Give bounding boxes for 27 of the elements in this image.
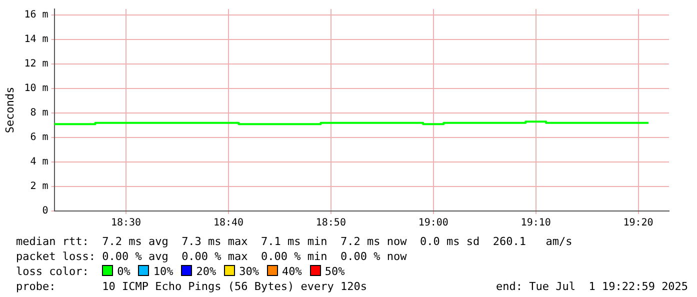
y-axis-title: Seconds [3, 86, 16, 134]
y-tick-label: 2 m [30, 181, 48, 192]
legend-label: 20% [196, 265, 216, 278]
legend-label: 0% [117, 265, 130, 278]
text: packet loss: 0.00 % avg 0.00 % max 0.00 % min 0.00 % now [16, 249, 408, 264]
x-tick-label: 19:20 [623, 218, 654, 229]
y-tick-label: 0 [42, 206, 48, 217]
legend-label: 10% [153, 265, 174, 278]
x-tick-label: 18:50 [316, 218, 346, 229]
legend-label: 50% [324, 265, 345, 278]
y-tick-label: 8 m [30, 108, 48, 119]
x-tick-label: 18:30 [110, 218, 142, 229]
legend-label: 30% [239, 265, 259, 278]
x-tick-label: 19:10 [520, 218, 551, 229]
y-tick-label: 6 m [30, 132, 48, 144]
legend-label: 40% [282, 265, 302, 278]
x-tick-label: 19:00 [418, 218, 448, 229]
text: end: Tue Jul 1 19:22:59 2025 [496, 279, 688, 294]
y-tick-label: 12 m [24, 58, 48, 70]
y-tick-label: 16 m [24, 10, 48, 21]
x-tick-label: 18:40 [213, 218, 244, 229]
y-tick-label: 10 m [24, 83, 48, 94]
y-tick-label: 4 m [30, 156, 48, 168]
text: median rtt: 7.2 ms avg 7.3 ms max 7.1 ms min 7.2 ms now 0.0 ms sd 260.1 am/s [16, 234, 572, 249]
legend-title: loss color: [16, 265, 90, 278]
y-tick-label: 14 m [24, 34, 48, 46]
text: probe: 10 ICMP Echo Pings (56 Bytes) every 120s [16, 280, 367, 293]
